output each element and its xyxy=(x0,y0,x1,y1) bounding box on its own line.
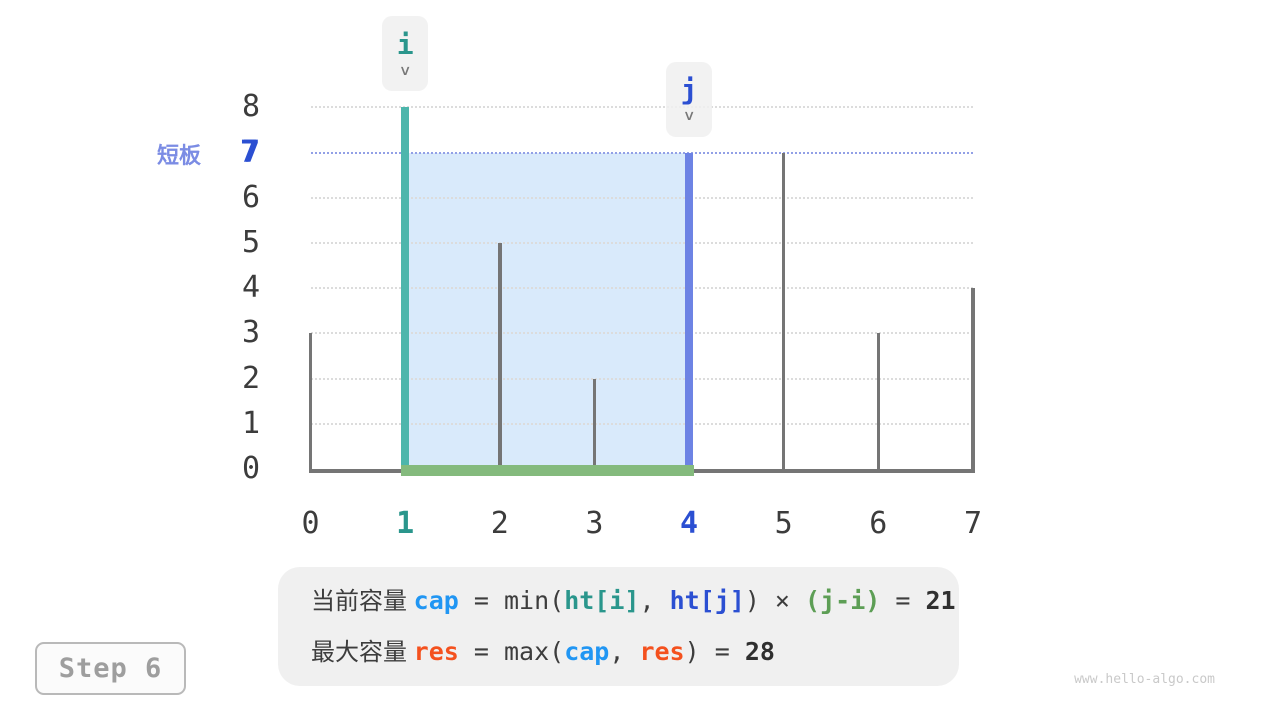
x-tick-label-7: 7 xyxy=(963,506,982,541)
formula-token: ) × xyxy=(744,586,806,615)
grid-line xyxy=(310,422,973,425)
height-bar-2 xyxy=(498,243,502,469)
formula-token: , xyxy=(639,586,670,615)
x-tick-label-1: 1 xyxy=(396,506,415,541)
formula-token: ht[j] xyxy=(669,586,745,615)
y-tick-label-0: 0 xyxy=(241,451,260,486)
y-tick-label-8: 8 xyxy=(241,89,260,125)
y-tick-label-5: 5 xyxy=(241,225,260,260)
formula-max-capacity: 最大容量 res = max(cap, res) = 28 xyxy=(311,635,775,670)
height-bar-0 xyxy=(308,333,313,469)
formula-token: res xyxy=(413,637,459,666)
formula-token: cap xyxy=(413,586,459,615)
formula-token: 最大容量 xyxy=(311,639,414,666)
height-bar-5 xyxy=(781,152,786,469)
pointer-label-j: j xyxy=(680,73,698,107)
grid-line xyxy=(310,242,973,244)
height-bar-7 xyxy=(971,288,975,469)
formula-token: cap xyxy=(564,637,610,666)
x-tick-label-5: 5 xyxy=(774,506,793,541)
formula-token: 28 xyxy=(744,637,775,666)
y-tick-label-6: 6 xyxy=(241,179,260,215)
step-badge: Step 6 xyxy=(35,642,186,695)
chevron-down-icon: ∨ xyxy=(399,62,411,79)
chevron-down-icon: ∨ xyxy=(683,108,695,125)
y-tick-label-3: 3 xyxy=(241,315,260,351)
grid-line xyxy=(310,106,973,109)
y-tick-label-4: 4 xyxy=(241,270,260,306)
water-area xyxy=(405,152,690,469)
pointer-label-i: i xyxy=(396,27,414,61)
x-tick-label-6: 6 xyxy=(869,506,888,541)
y-tick-label-7: 7 xyxy=(241,134,260,170)
formula-token: res xyxy=(639,637,685,666)
y-tick-label-2: 2 xyxy=(241,360,260,396)
pointer-box-i: i ∨ xyxy=(382,16,429,92)
height-bar-1 xyxy=(401,107,410,469)
formula-box: 当前容量 cap = min(ht[i], ht[j]) × (j-i) = 2… xyxy=(278,567,959,686)
formula-token: = max( xyxy=(458,637,565,666)
height-bar-4 xyxy=(685,152,694,469)
formula-token: ht[i] xyxy=(564,586,640,615)
formula-token: 当前容量 xyxy=(311,588,414,615)
formula-token: = xyxy=(880,586,926,615)
height-bar-6 xyxy=(876,333,881,469)
grid-line xyxy=(310,377,973,380)
water-bottom-line xyxy=(401,464,695,476)
step-label: Step 6 xyxy=(58,653,163,684)
formula-token: = min( xyxy=(458,586,565,615)
formula-token: (j-i) xyxy=(805,586,881,615)
height-bar-3 xyxy=(592,378,597,469)
grid-line xyxy=(310,332,973,335)
x-tick-label-3: 3 xyxy=(585,506,604,541)
watermark: www.hello-algo.com xyxy=(1074,672,1215,687)
short-board-label: 短板 xyxy=(157,143,202,168)
formula-current-capacity: 当前容量 cap = min(ht[i], ht[j]) × (j-i) = 2… xyxy=(311,584,956,619)
pointer-box-j: j ∨ xyxy=(666,61,713,137)
y-tick-label-1: 1 xyxy=(241,405,260,441)
formula-token: 21 xyxy=(925,586,956,615)
x-tick-label-2: 2 xyxy=(490,506,509,541)
formula-token: ) = xyxy=(684,637,745,666)
water-level-line xyxy=(310,151,973,154)
short-board-value: 7 xyxy=(239,135,258,170)
x-tick-label-4: 4 xyxy=(680,506,699,541)
grid-line xyxy=(310,287,973,290)
grid-line xyxy=(310,196,973,199)
x-tick-label-0: 0 xyxy=(301,506,320,541)
formula-token: , xyxy=(609,637,640,666)
